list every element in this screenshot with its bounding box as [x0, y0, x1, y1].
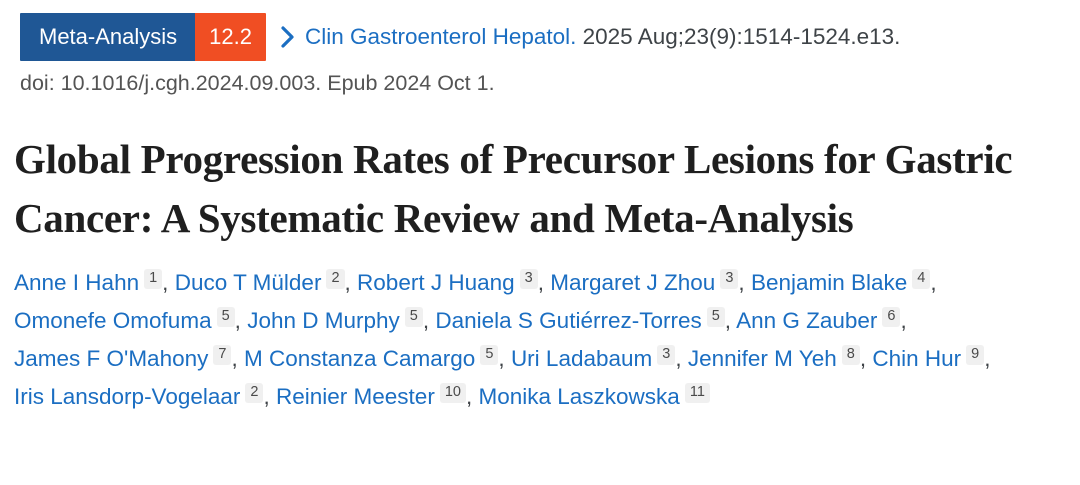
- author-link[interactable]: Anne I Hahn: [14, 269, 140, 295]
- author-separator: ,: [231, 345, 238, 371]
- author-affiliation-sup[interactable]: 3: [657, 344, 676, 366]
- chevron-right-icon: [280, 25, 295, 49]
- author-affiliation-sup[interactable]: 5: [480, 344, 499, 366]
- author-affiliation-sup[interactable]: 1: [144, 268, 163, 290]
- author-link[interactable]: James F O'Mahony: [14, 345, 209, 371]
- author-link[interactable]: Benjamin Blake: [750, 269, 908, 295]
- author-separator: ,: [859, 345, 867, 371]
- author-link[interactable]: Daniela S Gutiérrez-Torres: [435, 307, 702, 333]
- author-affiliation-sup[interactable]: 4: [912, 268, 931, 290]
- author-affiliation-sup[interactable]: 8: [841, 344, 860, 366]
- author-item: Margaret J Zhou 3: [550, 268, 739, 295]
- author-item: Duco T Mülder 2: [174, 268, 345, 295]
- journal-link[interactable]: Clin Gastroenterol Hepatol.: [304, 24, 577, 50]
- author-separator: ,: [162, 269, 169, 295]
- author-separator: ,: [724, 307, 732, 333]
- author-list: Anne I Hahn 1, Duco T Mülder 2, Robert J H…: [14, 264, 1063, 416]
- author-link[interactable]: Iris Lansdorp-Vogelaar: [14, 383, 241, 409]
- author-item: M Constanza Camargo 5: [243, 344, 499, 371]
- author-separator: ,: [422, 307, 430, 333]
- author-link[interactable]: Monika Laszkowska: [478, 383, 680, 409]
- publication-type-label: Meta-Analysis: [20, 13, 196, 62]
- author-link[interactable]: Jennifer M Yeh: [687, 345, 837, 371]
- author-item: Anne I Hahn 1: [14, 268, 163, 295]
- author-affiliation-sup[interactable]: 3: [519, 268, 538, 290]
- author-separator: ,: [344, 269, 351, 295]
- author-separator: ,: [234, 307, 241, 333]
- author-affiliation-sup[interactable]: 2: [326, 268, 345, 290]
- author-item: Omonefe Omofuma 5: [14, 306, 235, 333]
- author-separator: ,: [465, 383, 473, 409]
- author-affiliation-sup[interactable]: 7: [213, 344, 232, 366]
- author-affiliation-sup[interactable]: 2: [245, 382, 264, 404]
- author-affiliation-sup[interactable]: 5: [706, 306, 725, 328]
- author-separator: ,: [263, 383, 270, 409]
- author-link[interactable]: Reinier Meester: [276, 383, 435, 409]
- author-affiliation-sup[interactable]: 5: [404, 306, 423, 328]
- author-item: James F O'Mahony 7: [14, 344, 232, 371]
- author-item: Chin Hur 9: [872, 344, 985, 371]
- author-link[interactable]: Chin Hur: [872, 345, 962, 371]
- author-link[interactable]: Margaret J Zhou: [550, 269, 716, 295]
- doi-line: doi: 10.1016/j.cgh.2024.09.003. Epub 202…: [20, 71, 495, 96]
- author-item: John D Murphy 5: [247, 306, 423, 333]
- author-separator: ,: [984, 345, 991, 371]
- author-item: Monika Laszkowska 11: [478, 382, 710, 409]
- author-item: Robert J Huang 3: [357, 268, 538, 295]
- author-separator: ,: [498, 345, 505, 371]
- author-affiliation-sup[interactable]: 11: [684, 382, 710, 404]
- journal-citation: Clin Gastroenterol Hepatol. 2025 Aug;23(…: [305, 24, 900, 50]
- publication-type-badge[interactable]: Meta-Analysis 12.2: [20, 13, 266, 62]
- author-separator: ,: [930, 269, 937, 295]
- author-affiliation-sup[interactable]: 5: [216, 306, 235, 328]
- author-link[interactable]: Uri Ladabaum: [510, 345, 653, 371]
- author-item: Benjamin Blake 4: [750, 268, 931, 295]
- author-link[interactable]: Robert J Huang: [357, 269, 515, 295]
- author-separator: ,: [900, 307, 907, 333]
- author-item: Reinier Meester 10: [276, 382, 466, 409]
- author-affiliation-sup[interactable]: 3: [720, 268, 739, 290]
- author-item: Uri Ladabaum 3: [510, 344, 676, 371]
- author-link[interactable]: Duco T Mülder: [174, 269, 322, 295]
- author-item: Jennifer M Yeh 8: [687, 344, 860, 371]
- author-link[interactable]: Omonefe Omofuma: [14, 307, 212, 333]
- author-affiliation-sup[interactable]: 9: [966, 344, 985, 366]
- author-item: Ann G Zauber 6: [736, 306, 901, 333]
- author-affiliation-sup[interactable]: 10: [439, 382, 466, 404]
- author-item: Daniela S Gutiérrez-Torres 5: [435, 306, 725, 333]
- citation-row: Meta-Analysis 12.2 Clin Gastroenterol He…: [20, 13, 1063, 62]
- article-title: Global Progression Rates of Precursor Le…: [14, 136, 1013, 242]
- author-item: Iris Lansdorp-Vogelaar 2: [14, 382, 264, 409]
- author-affiliation-sup[interactable]: 6: [882, 306, 901, 328]
- author-separator: ,: [738, 269, 745, 295]
- author-separator: ,: [675, 345, 682, 371]
- author-link[interactable]: John D Murphy: [247, 307, 400, 333]
- author-link[interactable]: M Constanza Camargo: [243, 345, 476, 371]
- citation-details: 2025 Aug;23(9):1514-1524.e13.: [582, 24, 901, 50]
- impact-factor-badge: 12.2: [195, 13, 266, 62]
- author-link[interactable]: Ann G Zauber: [736, 307, 878, 333]
- author-separator: ,: [537, 269, 544, 295]
